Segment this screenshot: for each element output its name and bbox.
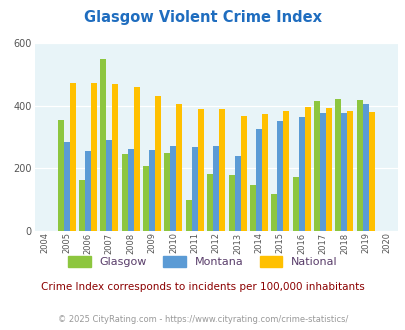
Bar (197, 109, 203, 231)
Bar (347, 111, 352, 231)
Bar (277, 121, 283, 231)
Bar (319, 114, 325, 231)
Bar (356, 100, 362, 231)
Bar (292, 177, 298, 231)
Bar (341, 114, 347, 231)
Bar (261, 115, 267, 231)
Bar (64, 142, 69, 231)
Bar (368, 112, 374, 231)
Bar (255, 129, 261, 231)
Bar (304, 107, 310, 231)
Bar (164, 153, 170, 231)
Bar (176, 104, 182, 231)
Bar (249, 185, 255, 231)
Bar (112, 84, 118, 231)
Bar (219, 109, 225, 231)
Bar (240, 115, 246, 231)
Bar (185, 200, 191, 231)
Text: Glasgow Violent Crime Index: Glasgow Violent Crime Index (84, 10, 321, 25)
Bar (133, 87, 139, 231)
Bar (213, 146, 219, 231)
Bar (234, 156, 240, 231)
Bar (100, 59, 106, 231)
Bar (91, 83, 97, 231)
Bar (298, 116, 304, 231)
Legend: Glasgow, Montana, National: Glasgow, Montana, National (64, 251, 341, 271)
Bar (335, 99, 341, 231)
Bar (149, 150, 155, 231)
Bar (325, 108, 331, 231)
Bar (362, 104, 368, 231)
Bar (191, 147, 197, 231)
Bar (85, 151, 91, 231)
Bar (69, 83, 75, 231)
Bar (143, 166, 149, 231)
Bar (170, 147, 176, 231)
Bar (207, 174, 213, 231)
Bar (271, 194, 277, 231)
Bar (313, 101, 319, 231)
Bar (58, 120, 64, 231)
Text: © 2025 CityRating.com - https://www.cityrating.com/crime-statistics/: © 2025 CityRating.com - https://www.city… (58, 315, 347, 324)
Bar (106, 140, 112, 231)
Bar (155, 96, 161, 231)
Bar (228, 175, 234, 231)
Bar (122, 154, 128, 231)
Bar (283, 111, 289, 231)
Bar (79, 180, 85, 231)
Bar (128, 149, 133, 231)
Text: Crime Index corresponds to incidents per 100,000 inhabitants: Crime Index corresponds to incidents per… (41, 282, 364, 292)
